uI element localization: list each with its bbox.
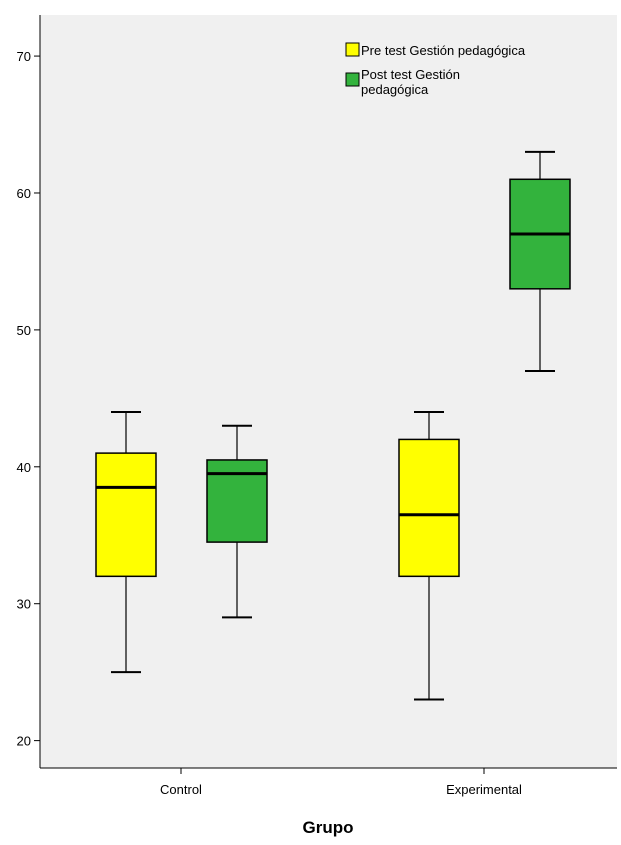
y-tick-label: 20 xyxy=(17,734,31,749)
legend-swatch-pre xyxy=(345,42,360,57)
iqr-box xyxy=(95,452,157,578)
legend-swatch-post xyxy=(345,72,360,87)
legend-label-post: Post test Gestión pedagógica xyxy=(361,67,460,97)
box-series xyxy=(95,150,571,701)
y-tick-label: 60 xyxy=(17,186,31,201)
plot-area xyxy=(40,15,617,768)
legend-label-post-line1: Post test Gestión xyxy=(361,67,460,82)
box-post-experimental xyxy=(509,150,571,372)
legend-label-post-line2: pedagógica xyxy=(361,82,429,97)
y-tick-label: 40 xyxy=(17,460,31,475)
y-tick-label: 70 xyxy=(17,49,31,64)
box-pre-experimental xyxy=(398,411,460,701)
x-tick-label: Experimental xyxy=(446,782,522,797)
y-tick-label: 50 xyxy=(17,323,31,338)
x-axis-ticks: Control Experimental xyxy=(160,768,522,797)
y-axis-ticks: 20 30 40 50 60 70 xyxy=(17,49,40,749)
x-axis-title: Grupo xyxy=(303,818,354,837)
box-post-control xyxy=(206,424,268,619)
x-tick-label: Control xyxy=(160,782,202,797)
legend: Pre test Gestión pedagógica Post test Ge… xyxy=(345,42,526,97)
iqr-box xyxy=(398,438,460,578)
legend-label-pre: Pre test Gestión pedagógica xyxy=(361,43,526,58)
y-tick-label: 30 xyxy=(17,597,31,612)
box-pre-control xyxy=(95,411,157,674)
